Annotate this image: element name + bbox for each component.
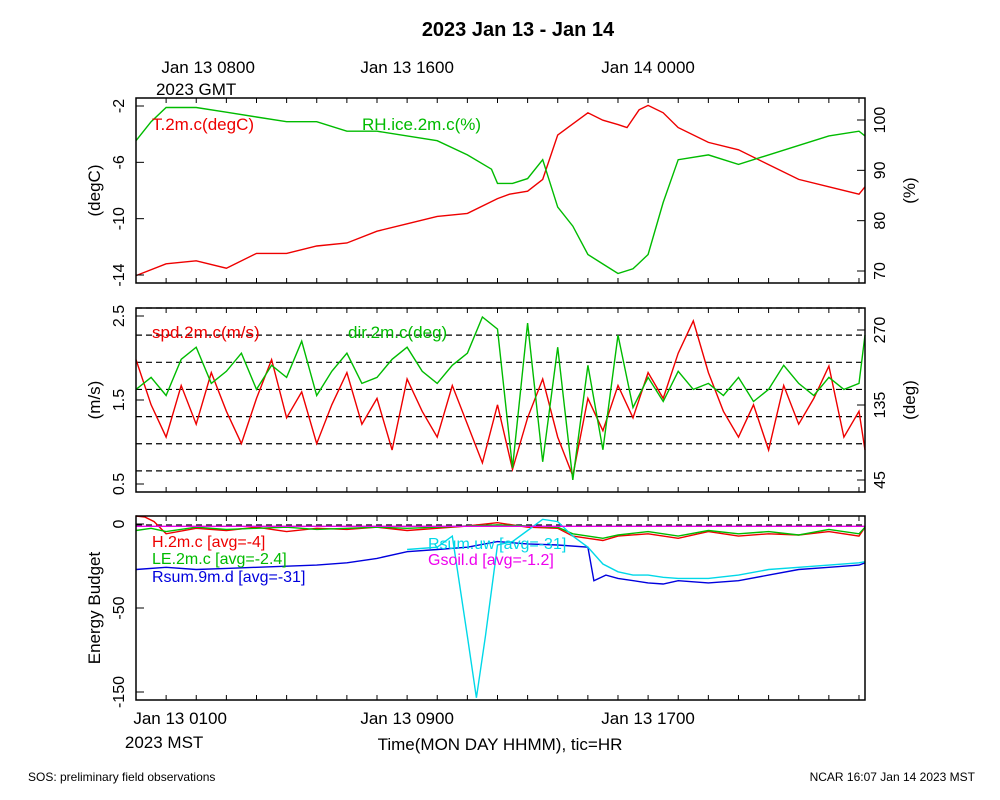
y-tick-label-left: 2.5 <box>111 305 128 327</box>
y-axis-title-right: (deg) <box>900 380 919 420</box>
y-tick-label-left: 0.5 <box>111 473 128 495</box>
y-tick-label-left: 0 <box>111 519 128 528</box>
top-time-label-sub: 2023 GMT <box>156 80 236 99</box>
series-line-dir-2m-c-deg- <box>135 315 866 480</box>
legend-dir: dir.2m.c(deg) <box>348 323 447 342</box>
top-time-label: Jan 14 0000 <box>601 58 695 77</box>
y-axis-title-left: (m/s) <box>85 381 104 420</box>
y-axis-title-right: (%) <box>900 177 919 203</box>
series-line-rh-ice-2m-c- <box>135 106 866 275</box>
page-title: 2023 Jan 13 - Jan 14 <box>422 19 615 41</box>
panel-3: 0 -50 -150 Energy Budget H.2m.c [avg=-4]LE.2… <box>85 515 866 708</box>
y-axis-title-left: Energy Budget <box>85 551 104 664</box>
legend-energy-0: H.2m.c [avg=-4] <box>152 534 265 551</box>
y-axis-title-left: (degC) <box>85 165 104 217</box>
panel-1: -2 -6 -10 -14 100 90 80 70 (degC) (%) T.2m.c(degC)… <box>85 97 919 287</box>
legend-energy-3: Rsum.uw [avg=-31] <box>428 536 566 553</box>
y-tick-label-right: 90 <box>872 161 889 179</box>
legend-energy-1: LE.2m.c [avg=-2.4] <box>152 551 287 568</box>
y-tick-label-right: 270 <box>872 317 889 344</box>
y-tick-label-left: -10 <box>111 207 128 230</box>
footer-left: SOS: preliminary field observations <box>28 770 215 784</box>
plot-frame <box>135 97 866 284</box>
legend-t2m: T.2m.c(degC) <box>152 115 254 134</box>
y-tick-label-right: 100 <box>872 107 889 134</box>
y-tick-label-right: 135 <box>872 392 889 419</box>
panel-2: 2.5 1.5 0.5 270 135 45 (m/s) (deg) spd.2m.c(m/s)… <box>85 305 919 495</box>
y-tick-label-left: -150 <box>111 676 128 708</box>
bottom-time-label-sub: 2023 MST <box>125 733 203 752</box>
y-tick-label-right: 80 <box>872 212 889 230</box>
bottom-time-label: Jan 13 0100 <box>133 709 227 728</box>
top-time-label: Jan 13 1600 <box>360 58 454 77</box>
bottom-time-label: Jan 13 0900 <box>360 709 454 728</box>
top-time-label: Jan 13 0800 <box>161 58 255 77</box>
footer-right: NCAR 16:07 Jan 14 2023 MST <box>810 770 976 784</box>
y-tick-label-right: 45 <box>872 471 889 489</box>
y-tick-label-left: 1.5 <box>111 389 128 411</box>
bottom-time-label: Jan 13 1700 <box>601 709 695 728</box>
series-line-rsum-9m-d <box>135 540 866 585</box>
y-tick-label-right: 70 <box>872 262 889 280</box>
y-tick-label-left: -50 <box>111 596 128 619</box>
legend-rh: RH.ice.2m.c(%) <box>362 115 481 134</box>
series-line-rsum-uw <box>407 518 866 698</box>
legend-spd: spd.2m.c(m/s) <box>152 323 260 342</box>
y-tick-label-left: -6 <box>111 155 128 169</box>
y-tick-label-left: -2 <box>111 99 128 113</box>
legend-energy-2: Rsum.9m.d [avg=-31] <box>152 569 305 586</box>
series-line-spd-2m-c-m-s- <box>135 318 866 479</box>
y-tick-label-left: -14 <box>111 263 128 286</box>
x-axis-title: Time(MON DAY HHMM), tic=HR <box>378 735 623 754</box>
legend-energy-4: Gsoil.d [avg=-1.2] <box>428 552 554 569</box>
series-line-t-2m-c-degc- <box>135 104 866 277</box>
